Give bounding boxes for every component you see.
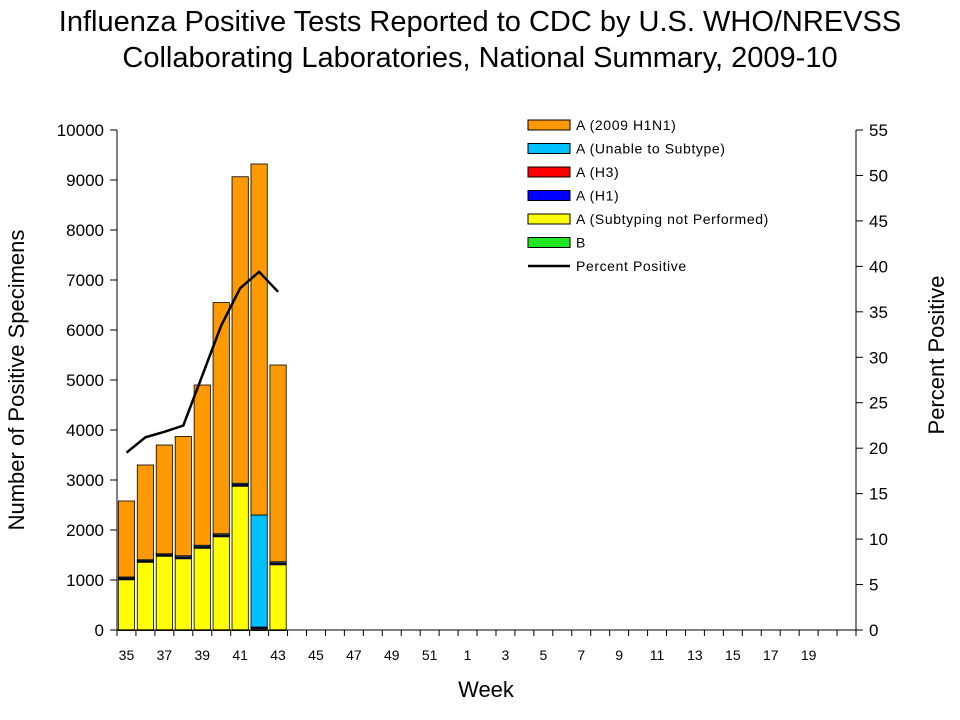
y-tick-label: 0	[95, 621, 104, 640]
y-tick-label: 6000	[66, 321, 104, 340]
y2-axis-label: Percent Positive	[924, 276, 949, 435]
x-tick-label: 9	[615, 647, 623, 663]
legend-swatch	[527, 166, 571, 178]
bar-segment-a-2009-h1n1	[174, 436, 192, 557]
y-tick-label: 7000	[66, 271, 104, 290]
legend-swatch	[527, 237, 571, 248]
x-tick-label: 49	[384, 647, 400, 663]
bar-segment-a-2009-h1n1	[155, 444, 173, 555]
legend-swatch	[527, 213, 571, 225]
y2-tick-label: 30	[869, 348, 888, 367]
bar-segment-a-subtyping-not-performed	[155, 555, 173, 631]
y2-tick-label: 5	[869, 576, 878, 595]
x-tick-label: 13	[687, 647, 703, 663]
x-tick-label: 39	[194, 647, 210, 663]
legend-label: B	[576, 235, 586, 251]
y2-tick-label: 10	[869, 530, 888, 549]
x-tick-label: 5	[539, 647, 547, 663]
y-tick-label: 8000	[66, 221, 104, 240]
legend-label: Percent Positive	[576, 258, 687, 274]
x-tick-label: 37	[157, 647, 173, 663]
legend-label: A (2009 H1N1)	[576, 117, 676, 133]
x-tick-label: 51	[422, 647, 438, 663]
y2-tick-label: 15	[869, 485, 888, 504]
bar-segment-a-2009-h1n1	[212, 302, 230, 535]
bar-segment-a-subtyping-not-performed	[212, 536, 230, 631]
y2-tick-label: 0	[869, 621, 878, 640]
bar-segment-a-2009-h1n1	[193, 384, 211, 546]
bar-segment-a-2009-h1n1	[117, 500, 136, 578]
chart-title-line-2: Collaborating Laboratories, National Sum…	[122, 42, 838, 74]
x-tick-label: 17	[763, 647, 779, 663]
x-tick-label: 45	[308, 647, 324, 663]
x-tick-label: 47	[346, 647, 362, 663]
x-tick-label: 15	[725, 647, 741, 663]
x-tick-label: 3	[502, 647, 510, 663]
y2-tick-label: 40	[869, 257, 888, 276]
x-tick-label: 11	[650, 647, 665, 663]
y-tick-label: 10000	[57, 121, 104, 140]
y-tick-label: 5000	[66, 371, 104, 390]
y2-tick-label: 50	[869, 166, 888, 185]
bar-segment-a-2009-h1n1	[269, 364, 287, 563]
legend-label: A (Subtyping not Performed)	[576, 211, 769, 227]
legend-label: A (H1)	[576, 188, 619, 204]
axes-layer: 0100020003000400050006000700080009000100…	[57, 121, 888, 663]
y2-tick-label: 45	[869, 212, 888, 231]
y2-tick-label: 20	[869, 439, 888, 458]
legend-label: A (Unable to Subtype)	[576, 141, 726, 157]
bar-segment-a-2009-h1n1	[250, 163, 268, 516]
x-tick-label: 41	[232, 647, 248, 663]
bar-segment-a-unable-to-subtype	[250, 514, 268, 628]
legend-label: A (H3)	[576, 164, 619, 180]
x-tick-label: 1	[464, 647, 472, 663]
x-tick-label: 35	[119, 647, 135, 663]
y-tick-label: 1000	[66, 571, 104, 590]
legend: A (2009 H1N1) A (Unable to Subtype) A (H3)…	[527, 117, 769, 274]
line-layer	[125, 270, 280, 454]
y-axis-label: Number of Positive Specimens	[4, 230, 29, 531]
y2-tick-label: 35	[869, 303, 888, 322]
y-tick-label: 3000	[66, 471, 104, 490]
bar-segment-a-subtyping-not-performed	[174, 558, 192, 631]
bar-segment-a-2009-h1n1	[231, 176, 249, 484]
chart-title-line-1: Influenza Positive Tests Reported to CDC…	[58, 6, 902, 38]
legend-swatch	[527, 119, 571, 131]
bar-segment-a-subtyping-not-performed	[231, 485, 249, 631]
bar-segment-a-subtyping-not-performed	[136, 561, 154, 631]
bars-layer	[117, 163, 287, 631]
x-tick-label: 19	[801, 647, 817, 663]
bar-segment-a-subtyping-not-performed	[193, 547, 211, 631]
y2-tick-label: 55	[869, 121, 888, 140]
x-tick-label: 43	[270, 647, 286, 663]
legend-swatch	[527, 190, 571, 201]
bar-segment-a-subtyping-not-performed	[269, 564, 287, 631]
x-axis-label: Week	[458, 677, 515, 702]
bar-segment-a-subtyping-not-performed	[117, 579, 136, 631]
y-tick-label: 4000	[66, 421, 104, 440]
y2-tick-label: 25	[869, 394, 888, 413]
y-tick-label: 9000	[66, 171, 104, 190]
x-tick-label: 7	[577, 647, 585, 663]
bar-segment-a-2009-h1n1	[136, 464, 154, 561]
percent-positive-line	[125, 270, 280, 454]
y-tick-label: 2000	[66, 521, 104, 540]
legend-swatch	[527, 143, 571, 154]
